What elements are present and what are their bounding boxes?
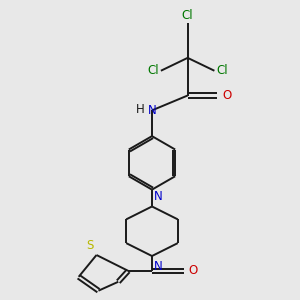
Text: Cl: Cl [216,64,228,77]
Text: N: N [154,190,163,202]
Text: N: N [148,104,156,117]
Text: Cl: Cl [182,9,194,22]
Text: S: S [86,239,94,252]
Text: N: N [154,260,163,273]
Text: O: O [189,264,198,278]
Text: Cl: Cl [147,64,159,77]
Text: O: O [222,89,232,102]
Text: H: H [136,103,145,116]
